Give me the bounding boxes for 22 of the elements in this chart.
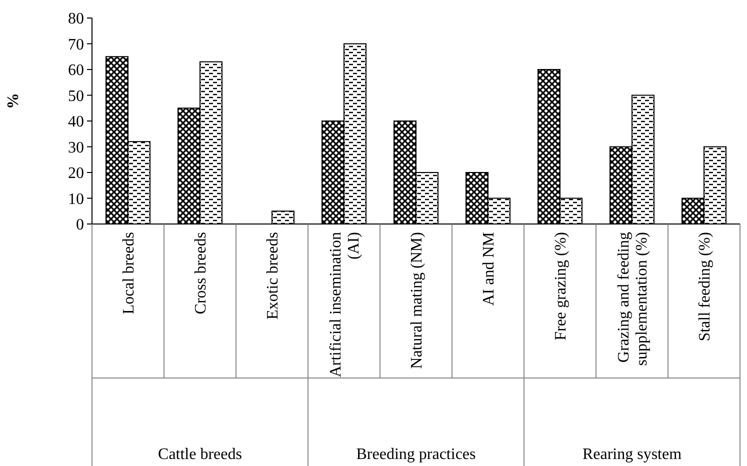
text: Rearing system xyxy=(582,446,682,463)
y-tick-label: 70 xyxy=(68,36,84,54)
x-tick-label: Exotic breeds xyxy=(264,232,282,320)
y-tick-label: 20 xyxy=(68,165,84,182)
x-tick-label: AI and NM xyxy=(480,232,498,306)
y-tick-label: 30 xyxy=(68,139,84,156)
y-tick-label: 50 xyxy=(68,88,84,105)
text: Cattle breeds xyxy=(158,446,242,463)
x-tick-label: Free grazing (%) xyxy=(552,232,570,340)
y-tick-label: 10 xyxy=(68,190,84,208)
x-tick-label: Local breeds xyxy=(120,232,138,314)
text: Breeding practices xyxy=(356,446,476,463)
x-tick-label: Grazing and feeding supplementation (%) xyxy=(616,232,651,366)
x-tick-label: Artificial insemination (AI) xyxy=(328,232,363,378)
y-tick-label: 60 xyxy=(68,62,84,80)
y-tick-label: 80 xyxy=(68,10,84,28)
x-tick-label: Stall feeding (%) xyxy=(696,232,714,342)
x-tick-label: Natural mating (NM) xyxy=(408,232,426,369)
y-axis-title: % xyxy=(5,93,22,109)
y-tick-label: 0 xyxy=(76,216,84,234)
x-tick-label: Cross breeds xyxy=(192,232,210,314)
y-tick-label: 40 xyxy=(68,114,84,131)
